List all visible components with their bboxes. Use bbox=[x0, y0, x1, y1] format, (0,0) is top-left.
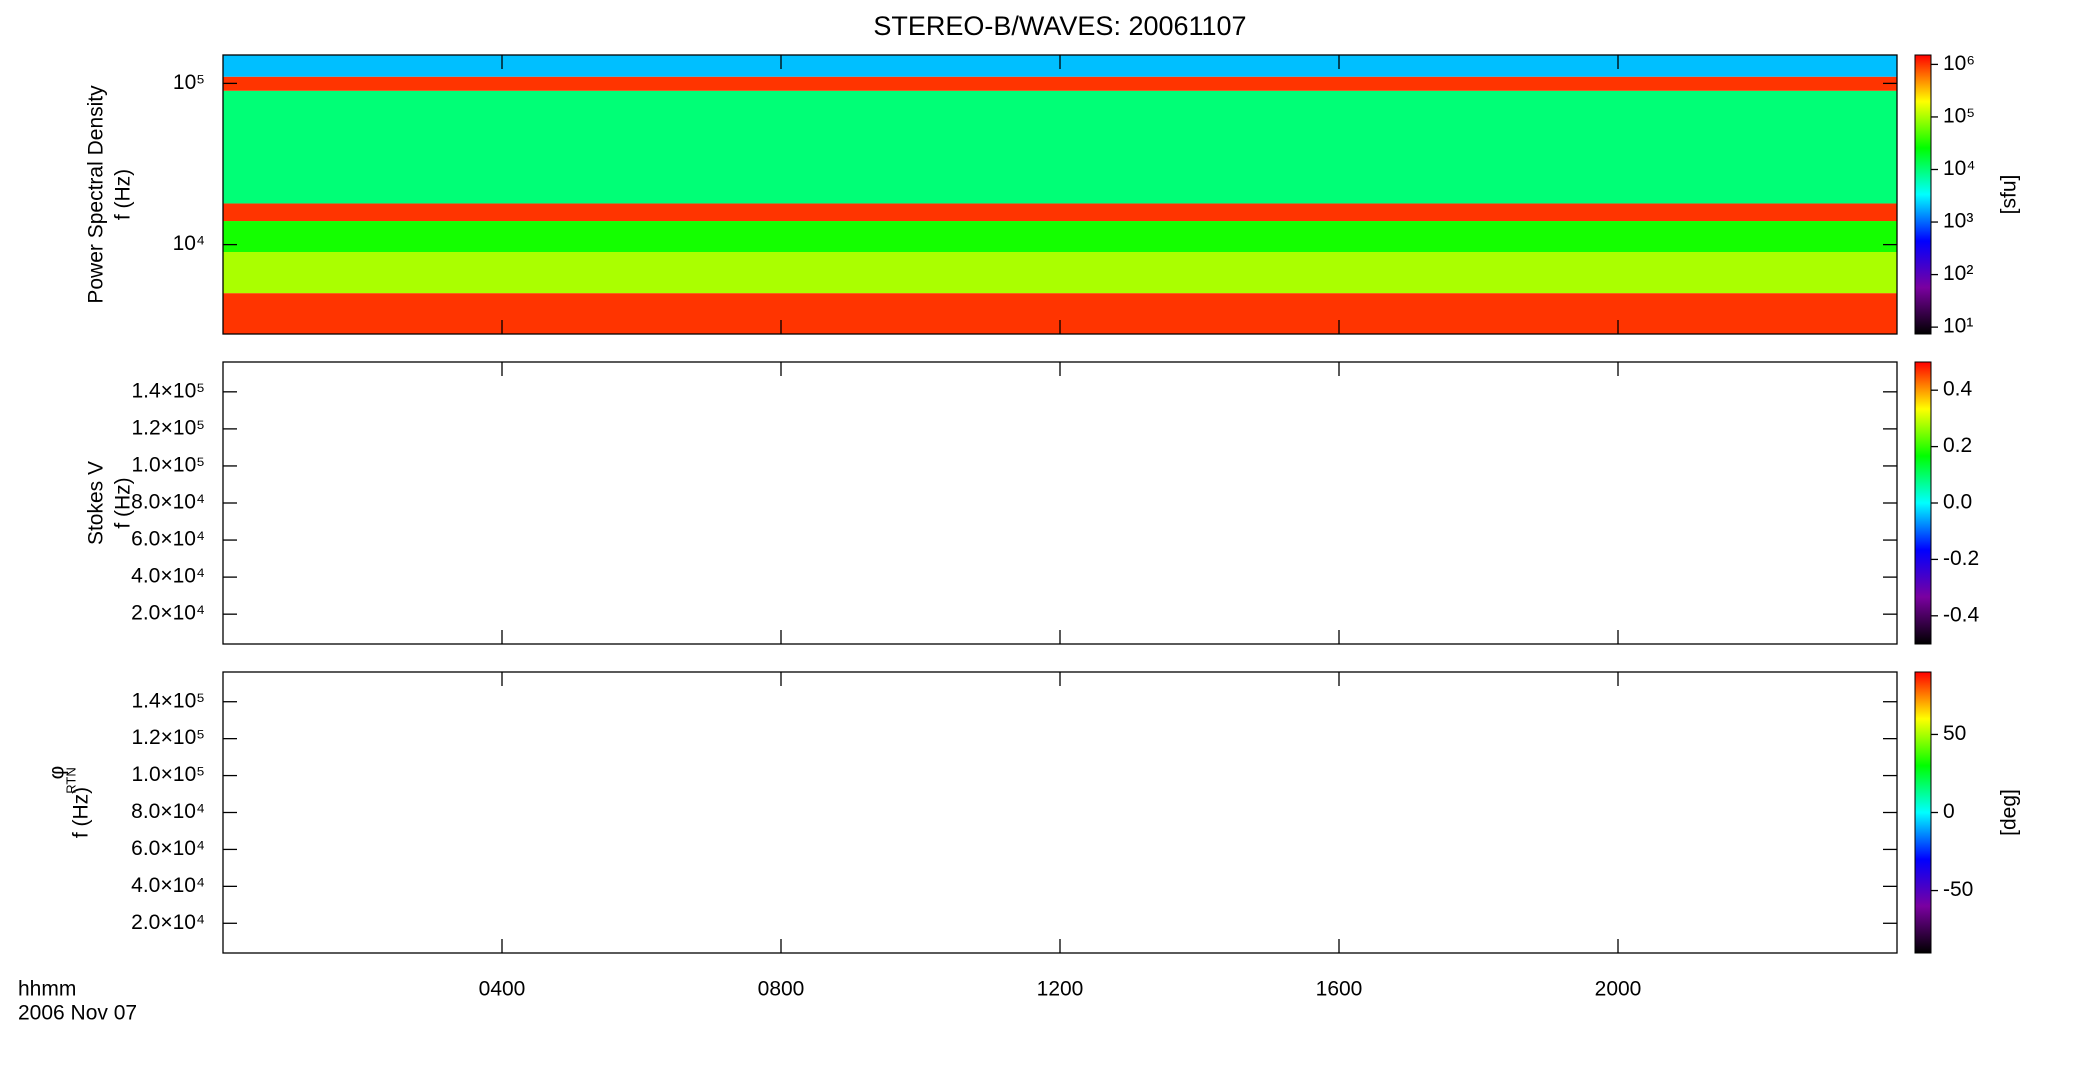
y-tick-label: 1.2×10⁵ bbox=[131, 416, 205, 439]
y-tick-label: 1.0×10⁵ bbox=[131, 453, 205, 476]
y-tick-label: 6.0×10⁴ bbox=[131, 837, 205, 860]
colorbar-label: [deg] bbox=[1998, 789, 2021, 836]
y-axis-label: Power Spectral Density bbox=[85, 85, 108, 304]
y-axis-label: RTN bbox=[63, 767, 78, 793]
y-axis-label: Stokes V bbox=[85, 461, 108, 545]
y-tick-label: 2.0×10⁴ bbox=[131, 911, 205, 934]
x-axis-label: hhmm bbox=[18, 978, 76, 1001]
colorbar bbox=[1914, 361, 1932, 645]
y-tick-label: 1.4×10⁵ bbox=[131, 379, 205, 402]
y-tick-label: 8.0×10⁴ bbox=[131, 800, 205, 823]
colorbar-tick-label: 10² bbox=[1943, 262, 1973, 285]
y-tick-label: 4.0×10⁴ bbox=[131, 565, 205, 588]
plot-frame bbox=[222, 361, 1898, 645]
colorbar-tick-label: 0 bbox=[1943, 800, 1955, 823]
y-axis-label: φ bbox=[46, 766, 69, 780]
colorbar-tick-label: 10³ bbox=[1943, 210, 1973, 233]
y-tick-label: 1.0×10⁵ bbox=[131, 763, 205, 786]
colorbar bbox=[1914, 671, 1932, 954]
colorbar-tick-label: 10⁵ bbox=[1943, 104, 1975, 127]
colorbar-tick-label: 10⁶ bbox=[1943, 52, 1975, 75]
y-tick-label: 4.0×10⁴ bbox=[131, 874, 205, 897]
x-axis-label: 2006 Nov 07 bbox=[18, 1002, 137, 1025]
colorbar-tick-label: -0.2 bbox=[1943, 547, 1979, 570]
colorbar-tick-label: 10¹ bbox=[1943, 315, 1973, 338]
heatmap-band bbox=[223, 251, 1897, 294]
heatmap-band bbox=[223, 221, 1897, 252]
heatmap-band bbox=[223, 76, 1897, 91]
x-tick-label: 1600 bbox=[1316, 978, 1363, 1001]
y-tick-label: 2.0×10⁴ bbox=[131, 602, 205, 625]
y-tick-label: 1.2×10⁵ bbox=[131, 726, 205, 749]
y-tick-label: 8.0×10⁴ bbox=[131, 491, 205, 514]
x-tick-label: 0400 bbox=[479, 978, 526, 1001]
y-tick-label: 10⁴ bbox=[173, 232, 205, 255]
plot-frame bbox=[222, 671, 1898, 954]
x-tick-label: 0800 bbox=[758, 978, 805, 1001]
colorbar-tick-label: 50 bbox=[1943, 722, 1966, 745]
colorbar-tick-label: 0.4 bbox=[1943, 378, 1973, 401]
y-axis-label: f (Hz) bbox=[112, 477, 135, 528]
colorbar-tick-label: 0.2 bbox=[1943, 434, 1972, 457]
y-tick-label: 1.4×10⁵ bbox=[131, 689, 205, 712]
y-axis-label: f (Hz) bbox=[112, 169, 135, 220]
colorbar-tick-label: -50 bbox=[1943, 878, 1973, 901]
colorbar-tick-label: -0.4 bbox=[1943, 603, 1980, 626]
colorbar-tick-label: 10⁴ bbox=[1943, 157, 1975, 180]
y-tick-label: 6.0×10⁴ bbox=[131, 528, 205, 551]
chart-title: STEREO-B/WAVES: 20061107 bbox=[873, 11, 1246, 41]
x-tick-label: 1200 bbox=[1037, 978, 1084, 1001]
colorbar bbox=[1914, 54, 1932, 335]
colorbar-label: [sfu] bbox=[1998, 175, 2021, 215]
y-tick-label: 10⁵ bbox=[173, 71, 205, 94]
y-axis-label: f (Hz) bbox=[70, 787, 93, 838]
heatmap-band bbox=[223, 90, 1897, 204]
heatmap-band bbox=[223, 203, 1897, 222]
colorbar-tick-label: 0.0 bbox=[1943, 491, 1972, 514]
x-tick-label: 2000 bbox=[1595, 978, 1642, 1001]
